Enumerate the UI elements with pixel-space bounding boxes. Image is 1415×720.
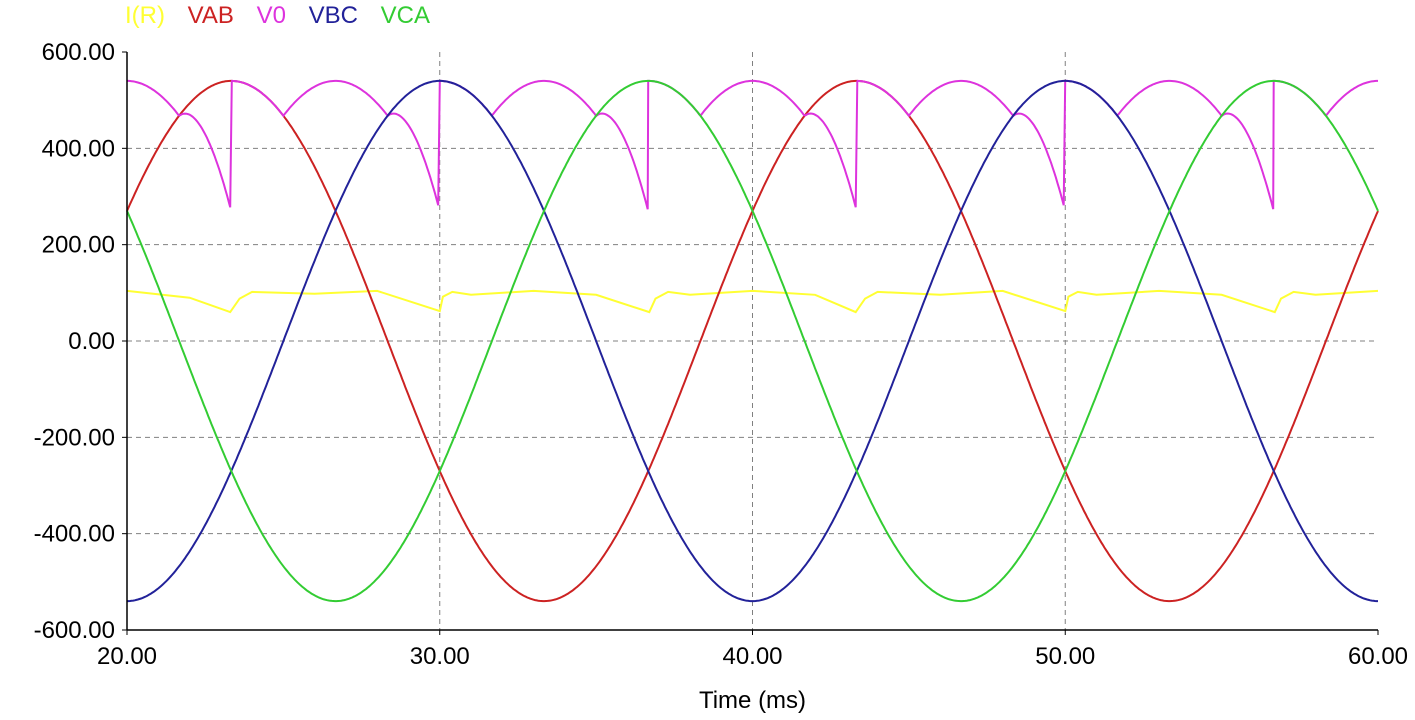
x-tick-label: 50.00 [1035, 643, 1095, 670]
y-tick-label: -200.00 [34, 424, 115, 451]
y-tick-label: 200.00 [42, 232, 115, 259]
y-tick-label: -400.00 [34, 521, 115, 548]
y-tick-label: 600.00 [42, 39, 115, 66]
legend-v0: V0 [256, 2, 286, 29]
y-tick-label: 400.00 [42, 135, 115, 162]
y-tick-label: -600.00 [34, 617, 115, 644]
legend-ir: I(R) [125, 2, 165, 29]
chart-legend: I(R) VAB V0 VBC VCA [125, 2, 446, 30]
x-tick-label: 60.00 [1348, 643, 1408, 670]
legend-vca: VCA [380, 2, 430, 29]
series-vca-line [126, 79, 1379, 603]
legend-vbc: VBC [308, 2, 358, 29]
y-tick-label: 0.00 [68, 328, 115, 355]
series-ir-line [126, 289, 1379, 314]
legend-vab: VAB [187, 2, 234, 29]
x-tick-label: 30.00 [410, 643, 470, 670]
series-v0-line [127, 79, 1378, 210]
x-tick-label: 20.00 [97, 643, 157, 670]
x-tick-label: 40.00 [722, 643, 782, 670]
x-axis-label: Time (ms) [699, 687, 806, 714]
